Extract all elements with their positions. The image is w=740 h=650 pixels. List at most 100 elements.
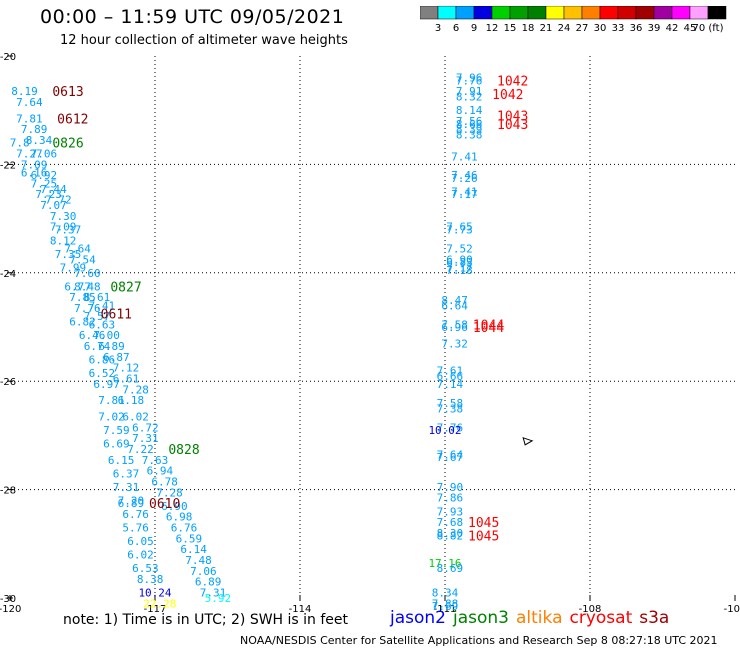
wave-height-label: 7.41 — [451, 186, 478, 199]
colorbar-label: 36 — [630, 23, 643, 34]
wave-height-label: 7.44 — [40, 183, 67, 196]
wave-height-label: 6.77 — [64, 280, 91, 293]
pass-time-label: 0826 — [52, 137, 83, 152]
wave-height-label: 7.17 — [451, 188, 478, 201]
wave-height-label: 6.89 — [118, 497, 145, 510]
wave-height-label: 7.76 — [74, 302, 101, 315]
wave-height-values: 8.197.647.817.897.88.347.277.067.096.166… — [10, 72, 483, 613]
colorbar-label: 18 — [522, 23, 535, 34]
wave-height-label: 6.52 — [89, 367, 116, 380]
colorbar-label: 45 — [684, 23, 697, 34]
wave-height-label: 7.90 — [437, 481, 464, 494]
wave-height-label: 7.99 — [60, 261, 87, 274]
wave-height-label: 7.07 — [40, 199, 67, 212]
colorbar-label: 12 — [486, 23, 499, 34]
wave-height-label: 7.27 — [16, 148, 43, 161]
wave-height-label: 7.91 — [456, 85, 483, 98]
wave-height-label: 7.73 — [446, 223, 473, 236]
legend-entry-altika: altika — [516, 608, 563, 628]
wave-height-label: 6.15 — [108, 454, 135, 467]
wave-height-label: 6.89 — [195, 576, 222, 589]
wave-height-label: 8.30 — [437, 527, 464, 540]
wave-height-label: 7.57 — [84, 310, 111, 323]
wave-height-label: 7.85 — [69, 291, 96, 304]
wave-height-label: 6.82 — [69, 316, 96, 329]
wave-height-label: 8.32 — [456, 91, 483, 104]
wave-height-label: 6.89 — [98, 340, 125, 353]
wave-height-label: 7.81 — [16, 112, 43, 125]
x-tick-label: -120 — [0, 604, 21, 615]
pass-time-label: 1042 — [497, 74, 528, 89]
wave-height-label: 10.02 — [428, 424, 461, 437]
x-tick-label: -114 — [289, 604, 312, 615]
wave-height-label: 7.38 — [437, 402, 464, 415]
pass-time-label: 1045 — [468, 530, 499, 545]
wave-height-label: 5.92 — [205, 592, 232, 605]
colorbar-label: 33 — [612, 23, 625, 34]
chart-subtitle: 12 hour collection of altimeter wave hei… — [60, 33, 348, 48]
pass-time-label: 0612 — [57, 112, 88, 127]
wave-height-label: 7.31 — [113, 481, 140, 494]
wave-height-label: 7.12 — [113, 362, 140, 375]
wave-height-label: 7.68 — [437, 516, 464, 529]
y-tick-label: -28 — [0, 486, 16, 497]
chart-title: 00:00 – 11:59 UTC 09/05/2021 — [40, 6, 345, 28]
wave-height-label: 6.83 — [446, 256, 473, 269]
pass-time-label: 1045 — [468, 516, 499, 531]
colorbar-label: 70 (ft) — [693, 23, 724, 34]
wave-height-label: 7.28 — [156, 486, 183, 499]
wave-height-label: 7.63 — [142, 454, 169, 467]
wave-height-label: 8.66 — [456, 118, 483, 131]
wave-height-label: 7.37 — [55, 223, 82, 236]
wave-height-label: 6.64 — [441, 299, 468, 312]
wave-height-label: 7.32 — [441, 337, 468, 350]
colorbar-label: 15 — [504, 23, 517, 34]
wave-height-label: 6.76 — [171, 522, 198, 535]
wave-height-label: 6.05 — [127, 535, 154, 548]
wave-height-label: 6.72 — [132, 421, 159, 434]
wave-height-label: 7.20 — [118, 494, 145, 507]
wave-height-label: 7.65 — [446, 221, 473, 234]
wave-height-label: 6.53 — [132, 562, 159, 575]
colorbar-label: 6 — [453, 23, 459, 34]
wave-height-label: 7.22 — [127, 443, 154, 456]
wave-height-label: 6.69 — [103, 438, 130, 451]
pass-time-label: 0828 — [168, 443, 199, 458]
credit-line: NOAA/NESDIS Center for Satellite Applica… — [240, 634, 718, 647]
x-tick-label: -117 — [144, 604, 167, 615]
wave-height-label: 6.18 — [118, 394, 145, 407]
wave-height-label: 6.90 — [446, 253, 473, 266]
wave-height-label: 8.19 — [11, 85, 38, 98]
wave-height-label: 7.64 — [16, 96, 43, 109]
wave-height-label: 7.48 — [185, 554, 212, 567]
colorbar-label: 3 — [435, 23, 441, 34]
wave-height-label: 7.76 — [437, 421, 464, 434]
satellite-legend: jason2 jason3 altika cryosat s3a — [390, 608, 676, 628]
colorbar-swatch — [707, 6, 727, 20]
wave-height-label: 7.81 — [98, 394, 125, 407]
x-tick-label: -105 — [724, 604, 740, 615]
wave-height-label: 7.31 — [200, 587, 227, 600]
wave-height-label: 7.09 — [21, 158, 48, 171]
wave-height-label: 6.92 — [31, 169, 58, 182]
wave-height-label: 7.06 — [190, 565, 217, 578]
y-tick-label: -26 — [0, 377, 16, 388]
wave-height-label: 7.58 — [441, 318, 468, 331]
pass-time-label: 0613 — [52, 85, 83, 100]
wave-height-label: 8.39 — [456, 123, 483, 136]
wave-height-label: 8.69 — [437, 562, 464, 575]
colorbar-label: 21 — [540, 23, 553, 34]
pass-time-label: 1044 — [473, 318, 504, 333]
y-tick-label: -30 — [0, 594, 16, 605]
wave-height-label: 6.16 — [21, 167, 48, 180]
wave-height-label: 8.34 — [26, 134, 53, 147]
legend-entry-cryosat: cryosat — [569, 608, 633, 628]
colorbar-label: 24 — [558, 23, 571, 34]
wave-height-label: 7.52 — [446, 242, 473, 255]
wave-height-label: 7.09 — [50, 221, 77, 234]
wave-height-label: 7.14 — [437, 378, 464, 391]
wave-height-label: 17.16 — [428, 557, 461, 570]
wave-height-label: 8.12 — [50, 234, 77, 247]
